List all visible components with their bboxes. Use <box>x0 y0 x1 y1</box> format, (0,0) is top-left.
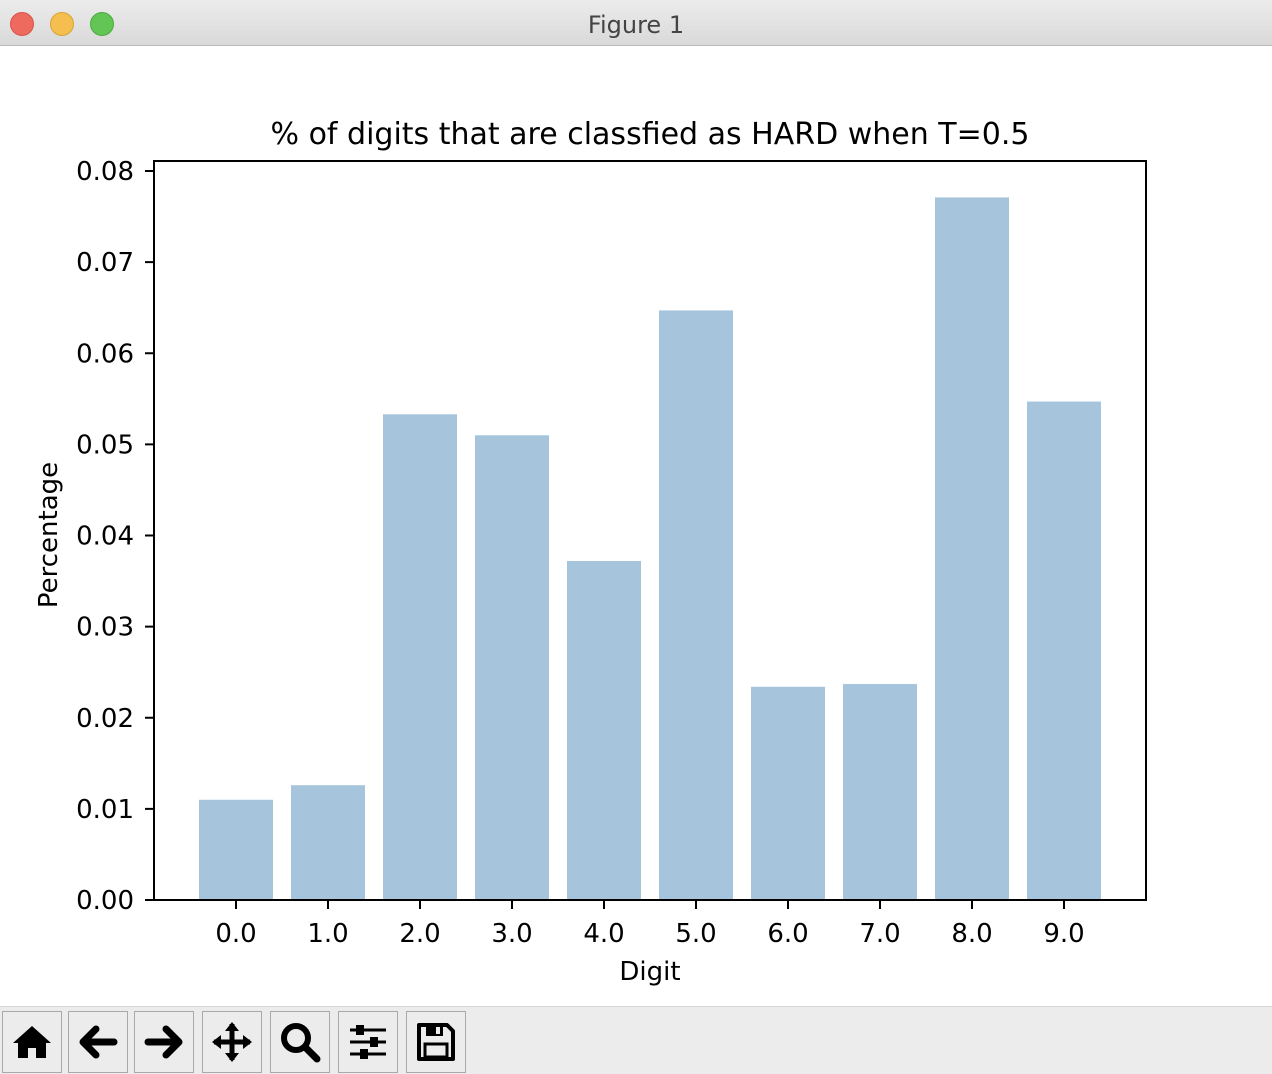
y-tick-label: 0.00 <box>76 886 134 916</box>
bar-6.0 <box>751 686 825 900</box>
bar-3.0 <box>475 435 549 900</box>
save-icon <box>417 1023 455 1061</box>
x-tick-label: 3.0 <box>491 919 532 949</box>
arrow-left-icon <box>79 1025 118 1059</box>
bar-1.0 <box>291 785 365 900</box>
home-icon <box>13 1026 51 1058</box>
bar-8.0 <box>935 197 1009 900</box>
y-tick-label: 0.06 <box>76 339 134 369</box>
minimize-window-button[interactable] <box>50 12 74 36</box>
figure-canvas: % of digits that are classfied as HARD w… <box>0 46 1272 1006</box>
back-button[interactable] <box>68 1011 128 1073</box>
y-tick-label: 0.01 <box>76 795 134 825</box>
y-tick-label: 0.07 <box>76 248 134 278</box>
x-tick-label: 5.0 <box>675 919 716 949</box>
forward-button[interactable] <box>134 1011 194 1073</box>
x-axis-label: Digit <box>619 957 680 987</box>
y-tick-label: 0.02 <box>76 704 134 734</box>
bar-4.0 <box>567 561 641 900</box>
home-button[interactable] <box>2 1011 62 1073</box>
x-tick-label: 4.0 <box>583 919 624 949</box>
x-tick-label: 0.0 <box>215 919 256 949</box>
x-tick-label: 1.0 <box>307 919 348 949</box>
configure-subplots-button[interactable] <box>338 1011 398 1073</box>
zoom-icon <box>281 1023 321 1063</box>
bar-7.0 <box>843 684 917 900</box>
save-button[interactable] <box>406 1011 466 1073</box>
pan-button[interactable] <box>202 1011 262 1073</box>
y-tick-label: 0.08 <box>76 157 134 187</box>
bar-2.0 <box>383 414 457 900</box>
y-axis-label: Percentage <box>34 462 64 608</box>
chart-title: % of digits that are classfied as HARD w… <box>271 117 1030 152</box>
window-titlebar: Figure 1 <box>0 0 1272 46</box>
plot-area-frame <box>153 160 1147 901</box>
arrow-right-icon <box>144 1025 183 1059</box>
sliders-icon <box>350 1025 386 1059</box>
bar-9.0 <box>1027 401 1101 900</box>
y-tick-label: 0.04 <box>76 522 134 552</box>
x-tick-label: 7.0 <box>859 919 900 949</box>
y-tick-label: 0.05 <box>76 430 134 460</box>
navigation-toolbar <box>0 1006 1272 1074</box>
bar-0.0 <box>199 799 273 900</box>
zoom-button[interactable] <box>270 1011 330 1073</box>
x-tick-label: 8.0 <box>951 919 992 949</box>
x-tick-label: 6.0 <box>767 919 808 949</box>
bar-5.0 <box>659 310 733 900</box>
window-title: Figure 1 <box>587 11 685 39</box>
x-tick-label: 9.0 <box>1043 919 1084 949</box>
zoom-window-button[interactable] <box>90 12 114 36</box>
move-icon <box>212 1022 252 1062</box>
close-window-button[interactable] <box>10 12 34 36</box>
y-tick-label: 0.03 <box>76 613 134 643</box>
x-tick-label: 2.0 <box>399 919 440 949</box>
bar-chart: % of digits that are classfied as HARD w… <box>34 117 1147 987</box>
